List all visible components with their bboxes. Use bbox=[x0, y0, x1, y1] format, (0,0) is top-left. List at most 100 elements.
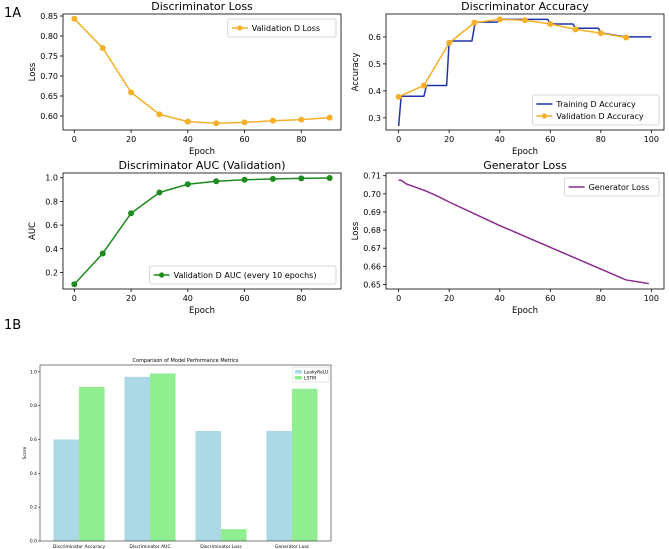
y-tick-label: 0.65 bbox=[40, 92, 58, 101]
y-tick-label: 0.8 bbox=[30, 403, 37, 409]
bar-1 bbox=[220, 529, 247, 541]
chart-d_auc: Discriminator AUC (Validation) 0 20 40 60 80 0… bbox=[28, 159, 342, 316]
data-point bbox=[71, 15, 78, 22]
x-tick-label: 20 bbox=[444, 135, 454, 144]
data-point bbox=[184, 181, 191, 188]
x-tick-label: 0 bbox=[72, 294, 77, 303]
y-tick-label: 0.0 bbox=[30, 539, 37, 545]
y-tick-label: 0.6 bbox=[45, 221, 58, 230]
data-point bbox=[395, 93, 402, 100]
data-point bbox=[298, 175, 305, 182]
legend-box bbox=[149, 265, 337, 285]
legend-box bbox=[564, 177, 660, 197]
legend-label: Training D Accuracy bbox=[555, 100, 636, 109]
chart-d_loss: Discriminator Loss 0 20 40 60 80 0.60 0.65 0.70 0… bbox=[28, 0, 342, 157]
y-axis-label: AUC bbox=[28, 222, 38, 240]
y-tick-label: 0.6 bbox=[30, 437, 37, 443]
y-tick-label: 0.3 bbox=[368, 114, 381, 123]
legend-label: Generator Loss bbox=[589, 183, 650, 192]
category-label: Discriminator AUC bbox=[129, 544, 170, 549]
x-tick-label: 40 bbox=[183, 135, 193, 144]
x-tick-label: 0 bbox=[396, 135, 401, 144]
x-tick-label: 20 bbox=[444, 294, 454, 303]
x-tick-label: 60 bbox=[545, 294, 555, 303]
data-point bbox=[99, 45, 106, 51]
x-axis-label: Epoch bbox=[189, 306, 215, 316]
x-axis-label: Epoch bbox=[189, 147, 215, 157]
axes-frame bbox=[39, 364, 332, 542]
data-point bbox=[156, 189, 163, 196]
bar-1 bbox=[79, 387, 105, 541]
bar-1 bbox=[150, 373, 176, 541]
data-point bbox=[471, 19, 478, 26]
legend-swatch bbox=[295, 376, 302, 380]
y-tick-label: 0.4 bbox=[368, 87, 381, 96]
series-line-1 bbox=[398, 18, 627, 98]
legend-marker bbox=[159, 272, 165, 278]
bar-0 bbox=[53, 439, 80, 541]
x-tick-label: 20 bbox=[126, 135, 136, 144]
chart-title: Discriminator Accuracy bbox=[461, 0, 589, 13]
chart-title: Generator Loss bbox=[483, 159, 567, 172]
y-tick-label: 0.67 bbox=[363, 244, 381, 253]
x-tick-label: 80 bbox=[596, 135, 606, 144]
series-line-0 bbox=[73, 177, 330, 285]
x-tick-label: 100 bbox=[644, 294, 659, 303]
y-tick-label: 0.68 bbox=[363, 226, 381, 235]
axes-frame bbox=[385, 172, 665, 290]
axes-frame bbox=[62, 172, 342, 290]
legend-marker bbox=[237, 25, 243, 31]
data-point bbox=[71, 281, 78, 288]
data-point bbox=[213, 120, 220, 127]
legend-marker bbox=[541, 113, 548, 119]
bar-0 bbox=[124, 376, 151, 541]
data-point bbox=[496, 16, 503, 23]
series-line-0 bbox=[73, 18, 330, 124]
bar-1 bbox=[291, 388, 318, 541]
chart-title: Discriminator Loss bbox=[151, 0, 253, 13]
x-tick-label: 80 bbox=[296, 135, 306, 144]
data-point bbox=[298, 116, 305, 123]
bar-0 bbox=[266, 431, 292, 541]
data-point bbox=[446, 39, 453, 46]
category-label: Discriminator Loss bbox=[200, 544, 242, 549]
panel-b-label: 1B bbox=[4, 318, 21, 333]
legend-box bbox=[227, 18, 337, 38]
legend-box bbox=[532, 94, 660, 126]
legend-label: Validation D Accuracy bbox=[556, 112, 644, 121]
legend-label: LSTM bbox=[304, 375, 316, 381]
bar-0 bbox=[195, 431, 221, 541]
series-line-0 bbox=[398, 179, 649, 285]
chart-d_acc: Discriminator Accuracy 0 20 40 60 80 100 0.3 0.4… bbox=[351, 0, 665, 157]
y-tick-label: 0.71 bbox=[363, 172, 381, 181]
x-tick-label: 40 bbox=[183, 294, 193, 303]
category-label: Discriminator Accuracy bbox=[53, 544, 106, 549]
legend-label: LeakyReLU bbox=[304, 369, 328, 375]
x-tick-label: 20 bbox=[126, 294, 136, 303]
y-tick-label: 0.70 bbox=[363, 190, 381, 199]
y-tick-label: 0.4 bbox=[30, 471, 37, 477]
y-tick-label: 0.66 bbox=[363, 262, 381, 271]
y-axis-label: Loss bbox=[28, 62, 38, 81]
y-tick-label: 0.4 bbox=[45, 245, 58, 254]
data-point bbox=[597, 30, 604, 37]
x-axis-label: Epoch bbox=[512, 147, 538, 157]
data-point bbox=[326, 174, 333, 181]
data-point bbox=[241, 176, 248, 183]
x-tick-label: 100 bbox=[644, 135, 659, 144]
chart-comparison: Comparison of Model Performance Metrics D… bbox=[22, 358, 332, 549]
chart-g_loss: Generator Loss 0 20 40 60 80 100 0.65 0.66 0.67 0.… bbox=[351, 159, 665, 316]
x-tick-label: 60 bbox=[239, 135, 249, 144]
y-tick-label: 0.69 bbox=[363, 208, 381, 217]
data-point bbox=[99, 250, 106, 257]
y-tick-label: 0.60 bbox=[40, 112, 58, 121]
y-tick-label: 0.75 bbox=[40, 52, 58, 61]
x-tick-label: 80 bbox=[296, 294, 306, 303]
y-tick-label: 1.0 bbox=[45, 174, 58, 183]
y-tick-label: 0.5 bbox=[368, 60, 381, 69]
data-point bbox=[213, 178, 220, 185]
x-tick-label: 40 bbox=[495, 135, 505, 144]
legend-label: Validation D AUC (every 10 epochs) bbox=[174, 271, 317, 280]
